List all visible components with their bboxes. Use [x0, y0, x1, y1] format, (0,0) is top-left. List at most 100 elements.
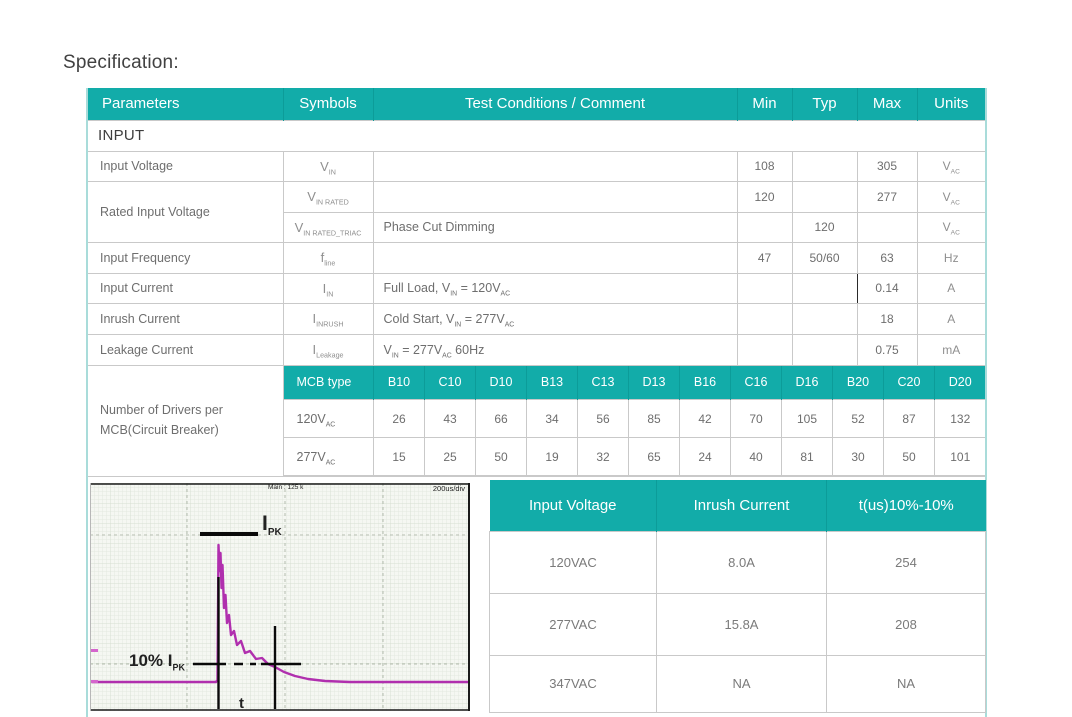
inrush-header-time: t(us)10%-10%	[826, 480, 986, 531]
units-cell: A	[916, 302, 985, 335]
table-row: Input Voltage VIN 108 305 VAC	[88, 150, 985, 182]
mcb-value-cell: 50	[475, 437, 527, 476]
mcb-header-cell: C13	[577, 365, 629, 400]
scope-timebase-label: 200us/div	[432, 484, 465, 493]
mcb-table-holder: MCB type B10 C10 D10 B13 C13 D13 B16 C16…	[282, 364, 985, 477]
cond-cell: Full Load, VIN = 120VAC	[372, 272, 738, 304]
scope-main-label: Main : 125 k	[268, 484, 304, 491]
mcb-header-row: MCB type B10 C10 D10 B13 C13 D13 B16 C16…	[284, 365, 985, 400]
mcb-value-cell: 30	[832, 437, 884, 476]
section-title: INPUT	[88, 119, 985, 152]
mcb-header-cell: B10	[373, 365, 425, 400]
mcb-value-cell: 52	[832, 399, 884, 438]
time-axis-label: t	[239, 695, 244, 712]
symbol-cell: ILeakage	[282, 333, 374, 366]
inrush-header-row: Input Voltage Inrush Current t(us)10%-10…	[489, 480, 986, 531]
units-cell: A	[916, 272, 985, 304]
table-row: Leakage Current ILeakage VIN = 277VAC 60…	[88, 333, 985, 366]
mcb-table: MCB type B10 C10 D10 B13 C13 D13 B16 C16…	[284, 365, 985, 476]
mcb-value-cell: 43	[424, 399, 476, 438]
symbol-cell: IIN	[282, 272, 374, 304]
mcb-header-cell: B16	[679, 365, 731, 400]
page-title: Specification:	[63, 52, 179, 73]
table-row: VIN RATED_TRIAC Phase Cut Dimming 120 VA…	[88, 211, 985, 243]
inrush-cell: 277VAC	[489, 592, 657, 656]
max-cell	[856, 211, 918, 243]
min-cell: 108	[736, 150, 793, 182]
inrush-cell: 120VAC	[489, 530, 657, 594]
mcb-header-cell: D16	[781, 365, 833, 400]
min-cell: 47	[736, 241, 793, 274]
mcb-value-cell: 101	[934, 437, 985, 476]
inrush-cell: NA	[656, 654, 827, 713]
mcb-value-cell: 66	[475, 399, 527, 438]
mcb-param-line2: MCB(Circuit Breaker)	[100, 422, 219, 437]
mcb-value-cell: 50	[883, 437, 935, 476]
mcb-header-cell: C16	[730, 365, 782, 400]
max-cell: 18	[856, 302, 918, 335]
mcb-header-type: MCB type	[284, 365, 374, 400]
mcb-value-cell: 65	[628, 437, 680, 476]
typ-cell	[791, 180, 858, 213]
mcb-header-cell: D20	[934, 365, 985, 400]
param-cell: Leakage Current	[88, 333, 284, 366]
typ-cell	[791, 333, 858, 366]
specification-board: Parameters Symbols Test Conditions / Com…	[86, 88, 987, 717]
cond-cell: Cold Start, VIN = 277VAC	[372, 302, 738, 335]
header-units: Units	[916, 88, 985, 120]
min-cell	[736, 302, 793, 335]
table-row: Input Frequency fline 47 50/60 63 Hz	[88, 241, 985, 274]
mcb-value-cell: 34	[526, 399, 578, 438]
symbol-cell: VIN RATED_TRIAC	[282, 211, 374, 243]
param-cell: Input Frequency	[88, 241, 284, 274]
min-cell	[736, 333, 793, 366]
mcb-value-cell: 70	[730, 399, 782, 438]
inrush-current-trace	[90, 543, 470, 684]
header-min: Min	[736, 88, 792, 120]
units-cell: mA	[916, 333, 985, 366]
units-cell: VAC	[916, 150, 985, 182]
major-gridlines	[90, 483, 470, 711]
symbol-cell: VIN RATED	[282, 180, 374, 213]
mcb-row-277vac: 277VAC 15 25 50 19 32 65 24 40 81 30 50	[284, 437, 985, 476]
mcb-value-cell: 87	[883, 399, 935, 438]
inrush-cell: 254	[826, 530, 986, 594]
header-max: Max	[856, 88, 917, 120]
mcb-header-cell: C20	[883, 365, 935, 400]
threshold-label: 10% IPK	[129, 651, 185, 673]
param-cell: Rated Input Voltage	[88, 180, 284, 243]
units-cell: Hz	[916, 241, 985, 274]
mcb-row-120vac: 120VAC 26 43 66 34 56 85 42 70 105 52 87	[284, 399, 985, 438]
symbol-cell: VIN	[282, 150, 374, 182]
inrush-header-voltage: Input Voltage	[489, 480, 657, 531]
cond-cell	[372, 241, 738, 274]
mcb-value-cell: 85	[628, 399, 680, 438]
typ-cell	[791, 302, 858, 335]
symbol-cell: IINRUSH	[282, 302, 374, 335]
header-parameters: Parameters	[88, 88, 283, 120]
mcb-header-cell: B13	[526, 365, 578, 400]
mcb-value-cell: 25	[424, 437, 476, 476]
units-cell: VAC	[916, 211, 985, 243]
inrush-header-current: Inrush Current	[656, 480, 827, 531]
min-cell	[736, 211, 793, 243]
mcb-param-cell: Number of Drivers per MCB(Circuit Breake…	[88, 364, 284, 477]
header-test-conditions: Test Conditions / Comment	[372, 88, 737, 120]
inrush-row-120vac: 120VAC 8.0A 254	[489, 530, 986, 594]
max-cell: 0.14	[856, 272, 918, 304]
bottom-section: Main : 125 k 200us/div IPK 10% IPK t Inp…	[88, 477, 986, 717]
max-cell: 277	[856, 180, 918, 213]
inrush-row-347vac: 347VAC NA NA	[489, 654, 986, 713]
mcb-header-cell: B20	[832, 365, 884, 400]
inrush-cell: 15.8A	[656, 592, 827, 656]
mcb-param-line1: Number of Drivers per	[100, 403, 223, 418]
inrush-cell: 8.0A	[656, 530, 827, 594]
typ-cell: 120	[791, 211, 858, 243]
inrush-table: Input Voltage Inrush Current t(us)10%-10…	[489, 480, 986, 713]
typ-cell	[791, 150, 858, 182]
min-cell: 120	[736, 180, 793, 213]
max-cell: 0.75	[856, 333, 918, 366]
cond-cell	[372, 180, 738, 213]
param-cell: Input Voltage	[88, 150, 284, 182]
